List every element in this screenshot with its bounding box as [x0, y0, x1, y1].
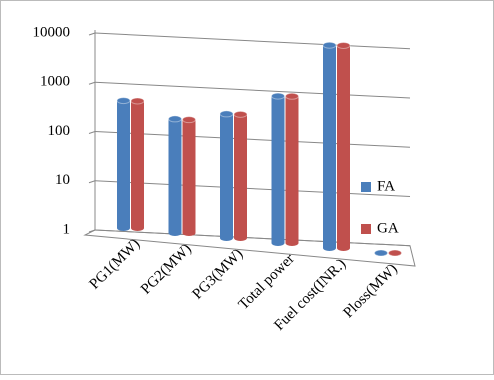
- bar: [323, 45, 336, 252]
- bar-cap: [336, 41, 351, 49]
- y-tick-label: 10: [55, 172, 70, 188]
- grid-line: [94, 81, 411, 99]
- y-tick-label: 10000: [33, 24, 71, 40]
- bar: [117, 100, 130, 232]
- grid-line: [94, 32, 411, 50]
- grid-line: [94, 229, 411, 247]
- bar: [168, 118, 182, 237]
- legend-swatch: [361, 182, 371, 192]
- tick-mark: [88, 81, 96, 85]
- bar: [271, 96, 285, 246]
- legend-label: GA: [377, 220, 399, 236]
- legend-swatch: [361, 224, 371, 234]
- y-tick-label: 100: [48, 123, 71, 139]
- bar-cap: [388, 249, 402, 257]
- bar-cap: [322, 41, 337, 49]
- y-tick-label: 1: [63, 221, 71, 237]
- tick-mark: [88, 180, 96, 184]
- bar-cap: [219, 110, 234, 118]
- bar-cap: [285, 92, 299, 100]
- bar: [182, 119, 196, 237]
- grid-line: [94, 131, 411, 148]
- bar-cap: [116, 97, 131, 105]
- legend-label: FA: [377, 178, 395, 194]
- grid-line: [94, 180, 411, 197]
- tick-mark: [88, 131, 96, 134]
- bar-cap: [130, 97, 145, 105]
- bar: [131, 100, 144, 231]
- bar-cap: [182, 116, 196, 124]
- bar: [285, 96, 299, 246]
- tick-mark: [88, 32, 96, 36]
- tick-mark: [88, 229, 96, 233]
- bar: [220, 113, 233, 241]
- y-tick-label: 1000: [40, 74, 70, 90]
- bar: [337, 45, 351, 252]
- bar: [234, 114, 247, 241]
- bar-cap: [271, 92, 285, 100]
- bar-cap: [374, 249, 388, 257]
- bar-cap: [233, 110, 248, 118]
- bar-cap: [168, 115, 182, 123]
